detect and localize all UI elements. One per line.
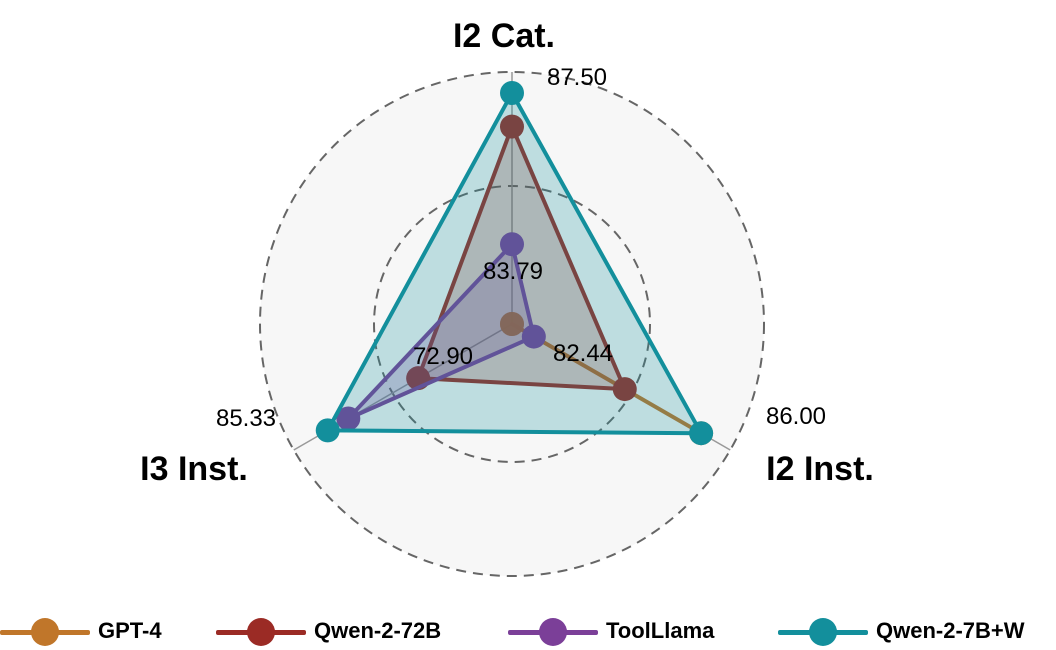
data-label-72-90: 72.90 [413,343,473,370]
series-toolllama [336,232,546,431]
legend-item-qwen-2-7b-w[interactable]: Qwen-2-7B+W [778,612,1025,650]
point-qwen-2-72b-0[interactable] [500,114,524,139]
series-layer [315,81,714,446]
data-label-83-79: 83.79 [483,258,543,285]
data-label-82-44: 82.44 [553,340,613,367]
axis-label-i2-cat: I2 Cat. [453,17,555,55]
radar-chart: I2 Cat. I2 Inst. I3 Inst. 87.50 86.00 85… [140,17,874,577]
legend-marker-icon [508,612,598,650]
legend-label: Qwen-2-7B+W [876,618,1025,643]
data-label-85-33: 85.33 [216,405,276,432]
legend-label: Qwen-2-72B [314,618,442,643]
point-qwen-2-72b-1[interactable] [612,377,637,402]
legend-marker-icon [0,612,90,650]
data-label-86-00: 86.00 [766,403,826,430]
point-toolllama-1[interactable] [521,324,546,349]
series-polygon-qwen-2-7b-w [325,91,704,436]
legend-marker-icon [778,612,868,650]
axis-label-i2-inst: I2 Inst. [766,450,874,488]
point-qwen-2-7b-w-2[interactable] [315,418,340,443]
legend-label: GPT-4 [98,618,162,643]
legend-item-gpt-4[interactable]: GPT-4 [0,612,162,650]
legend-item-toolllama[interactable]: ToolLlama [508,612,714,650]
series-qwen-2-7b-w [315,81,714,446]
point-gpt-4-2[interactable] [500,312,524,336]
legend-item-qwen-2-72b[interactable]: Qwen-2-72B [216,612,441,650]
series-polygon-qwen-2-72b [416,124,627,392]
point-toolllama-0[interactable] [500,232,524,257]
legend-marker-icon [216,612,306,650]
axis-label-i3-inst: I3 Inst. [140,450,248,488]
series-polygon-toolllama [346,242,536,421]
legend: GPT-4 Qwen-2-72B ToolLlama Qwen-2-7B+W [0,612,1056,650]
point-qwen-2-7b-w-1[interactable] [689,421,714,446]
point-qwen-2-7b-w-0[interactable] [500,81,524,105]
data-label-87-50: 87.50 [547,64,607,91]
legend-label: ToolLlama [606,618,715,643]
outer-grid-circle [259,71,765,577]
point-toolllama-2[interactable] [336,406,361,431]
series-qwen-2-72b [406,114,637,402]
